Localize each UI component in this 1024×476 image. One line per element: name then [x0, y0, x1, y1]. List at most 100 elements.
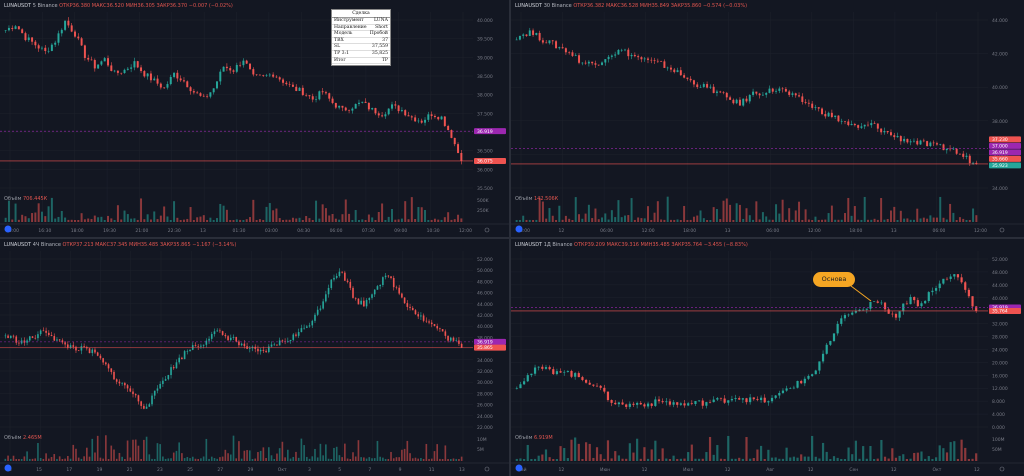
volume-bar [91, 438, 94, 461]
volume-bar [771, 219, 774, 222]
symbol-label: LUNAUSDT [515, 3, 543, 9]
candle-body [53, 336, 56, 341]
price-label: 36.919 [992, 150, 1008, 156]
volume-bar [67, 219, 70, 222]
volume-bar [34, 458, 37, 461]
candle-body [906, 138, 909, 143]
candle-body [136, 61, 139, 68]
volume-bar [594, 208, 597, 222]
candle-body [610, 400, 613, 403]
price-label-box [474, 157, 506, 164]
volume-bar [173, 201, 176, 222]
volume-bar [199, 216, 202, 222]
volume-bar [624, 215, 626, 222]
candle-body [725, 92, 728, 98]
deal-info-table: Сделка Инструмент LUNA Направление Short М… [331, 9, 391, 66]
volume-bar [31, 458, 34, 461]
candle-body [262, 349, 265, 351]
candle-body [167, 375, 170, 380]
chart-pane-1d[interactable]: 52.00048.00044.00040.00036.00032.00028.0… [511, 239, 1024, 476]
candle-body [601, 62, 604, 65]
volume-bar [650, 219, 653, 222]
candle-body [781, 390, 785, 393]
candle-body [821, 353, 825, 362]
candle-body [715, 91, 718, 93]
chart-canvas-4h[interactable]: 52.000 50.000 48.000 46.000 44.000 42.000 40.0… [0, 239, 509, 476]
chart-canvas-5m[interactable]: 40.00039.50039.00038.50038.00037.50037.0… [0, 0, 509, 237]
volume-bar [422, 458, 425, 461]
candle-body [357, 298, 360, 305]
volume-bar [548, 457, 551, 461]
candle-body [676, 402, 679, 405]
candle-body [927, 292, 930, 302]
volume-bar [570, 439, 573, 461]
pane-divider-horizontal[interactable] [0, 237, 1024, 239]
volume-bar [800, 454, 803, 461]
candle-body [414, 310, 417, 315]
volume-bar [692, 216, 695, 222]
volume-bar [100, 216, 103, 222]
volume-bar [436, 444, 439, 461]
volume-bar [709, 219, 712, 222]
volume-bar [194, 458, 197, 461]
candle-body [801, 96, 804, 102]
candle-body [887, 309, 890, 314]
volume-bar [545, 218, 548, 222]
candle-body [755, 91, 758, 94]
candle-body [70, 25, 73, 32]
volume-bar [574, 437, 577, 461]
volume-bar [827, 213, 830, 222]
volume-bar [169, 219, 172, 222]
volume-bar [202, 456, 205, 461]
price-tick: 40.000 [477, 18, 493, 24]
volume-bar [723, 458, 726, 461]
volume-bar [561, 219, 564, 222]
volume-bar [532, 220, 535, 222]
candle-body [80, 38, 83, 46]
time-tick: 9 [399, 467, 402, 473]
candle-body [692, 80, 695, 85]
volume-bar [632, 452, 635, 461]
candle-body [390, 276, 392, 279]
volume-bar [60, 210, 63, 222]
volume-bar [258, 219, 261, 222]
candle-body [338, 105, 341, 108]
candle-body [27, 37, 30, 41]
volume-bar [661, 448, 664, 461]
candle-body [374, 108, 377, 114]
volume-bar [814, 456, 817, 461]
candle-body [444, 331, 447, 336]
candle-body [352, 287, 354, 298]
candle-body [893, 135, 896, 138]
annotation-osnova[interactable]: Основа [813, 272, 855, 287]
volume-bar [821, 219, 824, 222]
volume-bar [275, 208, 278, 222]
volume-bar [4, 458, 7, 461]
volume-bar [21, 214, 24, 222]
candle-body [949, 148, 952, 150]
candle-body [384, 275, 387, 278]
candle-body [311, 320, 314, 326]
chart-canvas-1d[interactable]: 52.00048.00044.00040.00036.00032.00028.0… [511, 239, 1024, 476]
candle-body [115, 379, 118, 382]
volume-bar [14, 203, 17, 222]
volume-bar [371, 458, 373, 461]
chart-canvas-30m[interactable]: 44.00042.00040.00038.00036.00034.00018:0… [511, 0, 1024, 237]
candle-body [548, 40, 551, 44]
volume-value: 6.919М [534, 435, 553, 441]
candle-body [817, 107, 820, 109]
volume-bar [392, 458, 395, 461]
candle-body [443, 116, 446, 126]
chart-pane-4h[interactable]: 52.000 50.000 48.000 46.000 44.000 42.000 40.0… [0, 239, 509, 476]
candle-body [406, 303, 409, 307]
time-tick: 15 [36, 467, 42, 473]
candle-body [265, 75, 268, 76]
chart-pane-30m[interactable]: 44.000 42.000 40.000 38.000 36.000 34.000 18:0… [511, 0, 1024, 237]
candle-body [182, 80, 185, 82]
volume-bar [528, 219, 531, 222]
volume-bar [975, 215, 978, 222]
volume-bar [807, 219, 810, 222]
candle-body [460, 343, 463, 348]
chart-pane-5m[interactable]: 40.00039.50039.00038.50038.00037.50037.0… [0, 0, 509, 237]
candle-body [607, 56, 610, 60]
